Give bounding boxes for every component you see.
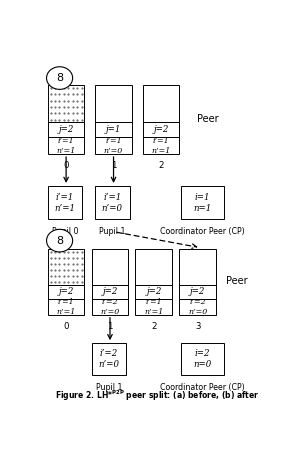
Bar bbox=[95, 186, 129, 219]
Text: i’=1
n’=0: i’=1 n’=0 bbox=[102, 193, 123, 213]
Text: Pupil 1: Pupil 1 bbox=[95, 383, 122, 392]
Bar bbox=[136, 285, 172, 299]
Text: i’=1
n’=1: i’=1 n’=1 bbox=[57, 137, 76, 155]
Text: 1: 1 bbox=[111, 161, 116, 170]
Text: Coordinator Peer (CP): Coordinator Peer (CP) bbox=[160, 227, 245, 236]
Bar bbox=[143, 138, 179, 154]
Bar bbox=[91, 249, 129, 285]
Text: i=1
n=1: i=1 n=1 bbox=[193, 193, 212, 213]
Bar bbox=[95, 85, 132, 123]
Text: j=1: j=1 bbox=[106, 125, 121, 134]
Bar bbox=[48, 285, 84, 299]
Bar bbox=[48, 138, 84, 154]
Text: i’=1
n’=1: i’=1 n’=1 bbox=[57, 298, 76, 316]
Ellipse shape bbox=[47, 67, 73, 90]
Text: 0: 0 bbox=[63, 161, 69, 170]
Bar bbox=[95, 123, 132, 138]
Text: Peer: Peer bbox=[226, 276, 247, 286]
Text: 0: 0 bbox=[63, 322, 69, 331]
Bar bbox=[48, 123, 84, 138]
Text: i’=1
n’=0: i’=1 n’=0 bbox=[104, 137, 123, 155]
Text: j=2: j=2 bbox=[190, 287, 205, 297]
Bar bbox=[136, 299, 172, 315]
Bar bbox=[48, 249, 84, 285]
Text: i’=1
n’=1: i’=1 n’=1 bbox=[54, 193, 76, 213]
Text: j=2: j=2 bbox=[58, 287, 74, 297]
Bar bbox=[91, 285, 129, 299]
Bar bbox=[48, 85, 84, 123]
Text: Pupil 0: Pupil 0 bbox=[52, 227, 78, 236]
Ellipse shape bbox=[47, 230, 73, 252]
Text: Peer: Peer bbox=[197, 114, 219, 123]
Bar bbox=[91, 343, 126, 375]
Bar bbox=[181, 343, 224, 375]
Text: j=2: j=2 bbox=[58, 125, 74, 134]
Bar bbox=[48, 186, 82, 219]
Bar bbox=[143, 85, 179, 123]
Text: i’=1
n’=1: i’=1 n’=1 bbox=[151, 137, 171, 155]
Text: i’=2
n’=0: i’=2 n’=0 bbox=[98, 349, 119, 369]
Bar bbox=[48, 299, 84, 315]
Text: Pupil 1: Pupil 1 bbox=[99, 227, 125, 236]
Text: 8: 8 bbox=[56, 73, 63, 83]
Bar bbox=[95, 138, 132, 154]
Text: i’=2
n’=0: i’=2 n’=0 bbox=[188, 298, 207, 316]
Text: 8: 8 bbox=[56, 235, 63, 246]
Text: 1: 1 bbox=[107, 322, 113, 331]
Text: 3: 3 bbox=[195, 322, 200, 331]
Text: i=2
n=0: i=2 n=0 bbox=[193, 349, 212, 369]
Bar bbox=[179, 299, 216, 315]
Text: Coordinator Peer (CP): Coordinator Peer (CP) bbox=[160, 383, 245, 392]
Text: 2: 2 bbox=[151, 322, 157, 331]
Bar bbox=[181, 186, 224, 219]
Bar bbox=[91, 299, 129, 315]
Text: j=2: j=2 bbox=[146, 287, 162, 297]
Text: Figure 2. LH*$^{\mathbf{P2P}}$ peer split: (a) before, (b) after: Figure 2. LH*$^{\mathbf{P2P}}$ peer spli… bbox=[55, 389, 259, 403]
Text: 2: 2 bbox=[158, 161, 164, 170]
Text: j=2: j=2 bbox=[153, 125, 169, 134]
Bar bbox=[179, 285, 216, 299]
Text: i’=1
n’=1: i’=1 n’=1 bbox=[144, 298, 163, 316]
Text: j=2: j=2 bbox=[102, 287, 118, 297]
Bar bbox=[143, 123, 179, 138]
Bar bbox=[136, 249, 172, 285]
Bar bbox=[179, 249, 216, 285]
Text: i’=2
n’=0: i’=2 n’=0 bbox=[100, 298, 120, 316]
